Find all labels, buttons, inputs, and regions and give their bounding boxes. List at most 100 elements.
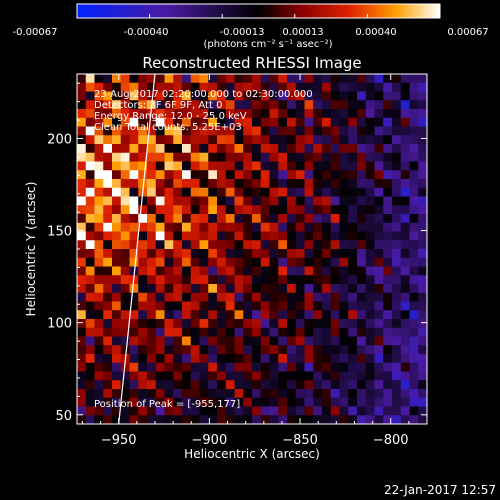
heatmap-cell	[225, 327, 236, 338]
heatmap-cell	[147, 187, 157, 198]
heatmap-cell	[164, 362, 174, 373]
heatmap-cell	[217, 336, 227, 346]
heatmap-cell	[392, 240, 402, 250]
heatmap-cell	[147, 415, 157, 424]
heatmap-cell	[418, 161, 427, 171]
heatmap-cell	[173, 144, 183, 154]
heatmap-cell	[112, 74, 122, 84]
heatmap-cell	[392, 406, 402, 416]
heatmap-cell	[129, 354, 139, 364]
heatmap-cell	[217, 257, 227, 268]
heatmap-cell	[138, 310, 148, 320]
heatmap-cell	[330, 187, 341, 198]
heatmap-cell	[392, 214, 402, 224]
heatmap-cell	[164, 214, 174, 224]
heatmap-cell	[190, 187, 201, 198]
heatmap-cell	[330, 336, 341, 346]
heatmap-cell	[182, 144, 192, 154]
heatmap-cell	[94, 74, 104, 84]
heatmap-cell	[269, 319, 279, 329]
heatmap-cell	[234, 82, 244, 93]
heatmap-cell	[155, 91, 166, 101]
heatmap-cell	[418, 354, 427, 364]
heatmap-cell	[278, 284, 288, 294]
heatmap-cell	[147, 179, 157, 189]
heatmap-cell	[120, 380, 131, 390]
heatmap-cell	[260, 196, 271, 206]
heatmap-cell	[190, 406, 201, 416]
heatmap-cell	[260, 301, 271, 311]
heatmap-cell	[409, 187, 419, 198]
heatmap-cell	[120, 170, 131, 180]
heatmap-cell	[94, 275, 104, 285]
heatmap-cell	[173, 257, 183, 268]
heatmap-cell	[77, 231, 87, 241]
heatmap-cell	[85, 240, 96, 250]
heatmap-cell	[304, 109, 314, 119]
heatmap-cell	[155, 371, 166, 381]
heatmap-cell	[234, 152, 244, 163]
heatmap-cell	[208, 126, 218, 136]
annotation-energy-range: Energy Range: 12.0 - 25.0 keV	[94, 111, 247, 122]
heatmap-cell	[269, 205, 279, 215]
heatmap-cell	[252, 240, 262, 250]
heatmap-cell	[138, 179, 148, 189]
heatmap-cell	[339, 205, 349, 215]
heatmap-cell	[243, 179, 253, 189]
heatmap-cell	[287, 354, 297, 364]
heatmap-cell	[260, 135, 271, 145]
heatmap-cell	[357, 152, 367, 163]
heatmap-cell	[164, 354, 174, 364]
heatmap-cell	[313, 240, 323, 250]
heatmap-cell	[269, 266, 279, 276]
heatmap-cell	[208, 117, 218, 128]
heatmap-cell	[138, 257, 148, 268]
heatmap-cell	[208, 275, 218, 285]
heatmap-cell	[295, 205, 306, 215]
heatmap-cell	[348, 362, 358, 373]
heatmap-cell	[234, 257, 244, 268]
heatmap-cell	[348, 415, 358, 424]
heatmap-cell	[348, 389, 358, 399]
heatmap-cell	[138, 292, 148, 303]
heatmap-cell	[147, 319, 157, 329]
heatmap-cell	[374, 310, 384, 320]
heatmap-cell	[330, 196, 341, 206]
heatmap-cell	[112, 310, 122, 320]
heatmap-cell	[304, 292, 314, 303]
heatmap-cell	[208, 196, 218, 206]
heatmap-cell	[77, 249, 87, 259]
heatmap-cell	[155, 222, 166, 233]
heatmap-cell	[217, 161, 227, 171]
heatmap-cell	[164, 82, 174, 93]
heatmap-cell	[348, 406, 358, 416]
heatmap-cell	[225, 371, 236, 381]
heatmap-cell	[234, 275, 244, 285]
heatmap-cell	[383, 205, 393, 215]
heatmap-cell	[164, 257, 174, 268]
heatmap-cell	[173, 301, 183, 311]
heatmap-cell	[313, 397, 323, 408]
heatmap-cell	[94, 152, 104, 163]
heatmap-cell	[77, 196, 87, 206]
heatmap-cell	[383, 319, 393, 329]
heatmap-cell	[409, 327, 419, 338]
heatmap-cell	[295, 380, 306, 390]
heatmap-cell	[103, 100, 113, 110]
heatmap-cell	[278, 397, 288, 408]
heatmap-cell	[147, 109, 157, 119]
heatmap-cell	[252, 345, 262, 355]
heatmap-cell	[112, 275, 122, 285]
heatmap-cell	[120, 336, 131, 346]
heatmap-cell	[252, 249, 262, 259]
heatmap-cell	[208, 100, 218, 110]
heatmap-cell	[234, 161, 244, 171]
heatmap-cell	[295, 257, 306, 268]
heatmap-cell	[147, 82, 157, 93]
heatmap-cell	[164, 266, 174, 276]
colorbar-tick-labels: -0.00067 -0.00040 -0.00013 0.00013 0.00040 0.…	[13, 27, 489, 38]
heatmap-cell	[269, 91, 279, 101]
heatmap-cell	[129, 161, 139, 171]
heatmap-cell	[155, 354, 166, 364]
heatmap-cell	[173, 310, 183, 320]
